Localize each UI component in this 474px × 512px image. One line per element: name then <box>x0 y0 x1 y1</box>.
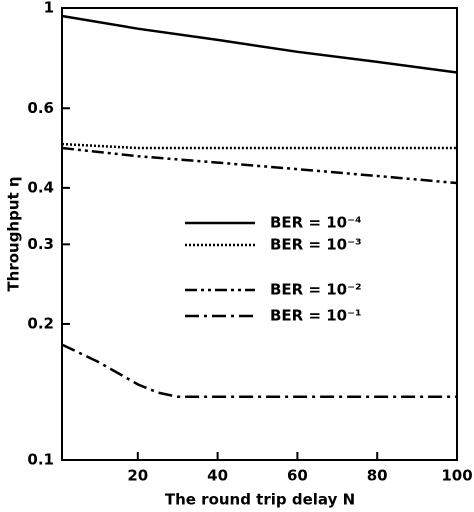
x-tick-label: 60 <box>287 467 308 485</box>
y-tick-label: 0.4 <box>27 178 54 196</box>
plot-frame <box>61 7 458 461</box>
x-tick-label: 100 <box>441 467 472 485</box>
legend-label: BER = 10⁻² <box>270 281 362 299</box>
legend-label: BER = 10⁻³ <box>270 236 362 254</box>
y-tick-label: 0.1 <box>27 451 54 469</box>
legend-label: BER = 10⁻¹ <box>270 307 362 325</box>
y-tick-label: 0.3 <box>27 235 54 253</box>
y-tick-label: 0.2 <box>27 314 54 332</box>
x-tick-label: 40 <box>207 467 228 485</box>
series-line <box>61 146 458 185</box>
series-line <box>61 14 458 74</box>
y-axis-label: Throughput η <box>5 176 23 291</box>
legend-label: BER = 10⁻⁴ <box>270 214 362 232</box>
y-tick-label: 1 <box>44 0 54 17</box>
y-tick-label: 0.6 <box>27 99 54 117</box>
x-tick-label: 80 <box>367 467 388 485</box>
x-tick-label: 20 <box>127 467 148 485</box>
series-line <box>61 343 457 399</box>
x-axis-label: The round trip delay N <box>165 491 355 509</box>
series-line <box>61 142 457 150</box>
